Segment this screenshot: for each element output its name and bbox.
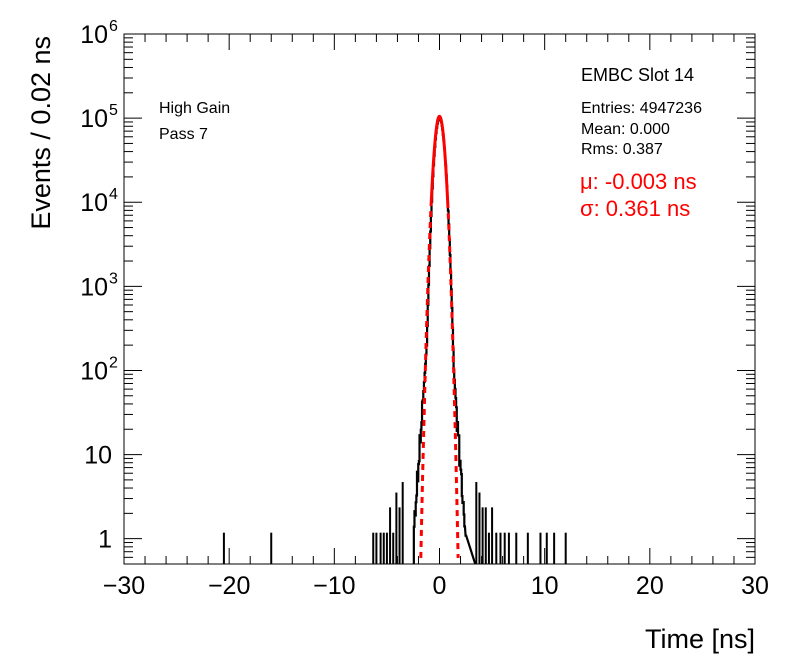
x-tick-label: −20 [208, 572, 250, 600]
histogram-bin [515, 532, 518, 564]
histogram-bin [475, 482, 478, 564]
histogram-bin [545, 532, 548, 564]
histogram-bin [484, 507, 487, 564]
y-tick-base: 10 [84, 442, 112, 470]
y-tick-base: 10 [80, 189, 108, 217]
x-tick-label: −10 [313, 572, 355, 600]
y-tick-label: 10 5 [80, 102, 118, 133]
fit-mu-label: μ: -0.003 ns [580, 169, 697, 194]
y-tick-exponent: 4 [109, 186, 118, 203]
stats-rms: Rms: 0.387 [581, 141, 663, 158]
y-tick-exponent: 5 [109, 102, 118, 119]
histogram-bin [385, 532, 388, 564]
x-axis-label: Time [ns] [645, 624, 755, 654]
stats-mean: Mean: 0.000 [581, 121, 670, 138]
y-tick-exponent: 3 [109, 270, 118, 287]
histogram-bin [398, 507, 401, 564]
x-tick-label: 30 [741, 572, 769, 600]
histogram-bin [392, 532, 395, 564]
annotation-pass: Pass 7 [159, 126, 208, 143]
x-tick-label: 10 [531, 572, 559, 600]
histogram-bin [222, 532, 225, 564]
histogram-bin [507, 532, 510, 564]
histogram-bin [379, 532, 382, 564]
y-tick-exponent: 2 [109, 354, 118, 371]
axis-ticks [123, 33, 756, 565]
histogram-bin [526, 532, 529, 564]
fit-sigma-label: σ: 0.361 ns [580, 196, 690, 221]
histogram-bin [270, 532, 273, 564]
histogram-bin [539, 532, 542, 564]
histogram-bin [487, 532, 490, 564]
histogram-bin [382, 532, 385, 564]
histogram-bin [495, 532, 498, 564]
histogram-outlier-bins [222, 482, 567, 564]
y-tick-label: 10 [84, 442, 112, 470]
histogram-bin [372, 532, 375, 564]
y-axis-label: Events / 0.02 ns [26, 36, 56, 230]
histogram-bin [503, 532, 506, 564]
y-tick-exponent: 6 [109, 18, 118, 35]
x-tick-label: 0 [433, 572, 447, 600]
y-tick-base: 10 [80, 105, 108, 133]
histogram-bin [553, 532, 556, 564]
gaussian-fit-dashed-left [419, 202, 433, 558]
y-tick-label: 10 3 [80, 270, 118, 301]
y-tick-base: 10 [80, 357, 108, 385]
y-tick-base: 10 [80, 273, 108, 301]
x-tick-label: 20 [636, 572, 664, 600]
histogram-bin [564, 532, 567, 564]
histogram-bin [395, 492, 398, 564]
histogram-bin [481, 507, 484, 564]
histogram-bin [401, 482, 404, 564]
stats-title: EMBC Slot 14 [581, 65, 694, 85]
y-tick-base: 1 [98, 526, 112, 554]
annotation-high-gain: High Gain [159, 100, 230, 117]
y-tick-base: 10 [80, 21, 108, 49]
x-tick-labels: −30 −20 −10 0 10 20 30 [103, 572, 769, 600]
stats-entries: Entries: 4947236 [581, 100, 702, 117]
histogram-bin [389, 507, 392, 564]
gaussian-fit-dashed-right [446, 202, 460, 558]
gaussian-fit-line [429, 114, 450, 203]
y-tick-label: 10 2 [80, 354, 118, 385]
y-tick-label: 10 4 [80, 186, 118, 217]
x-tick-label: −30 [103, 572, 145, 600]
histogram-bin [491, 507, 494, 564]
y-tick-label: 1 [98, 526, 112, 554]
histogram-bin [478, 492, 481, 564]
histogram-bin [375, 532, 378, 564]
histogram-bin [499, 532, 502, 564]
y-tick-label: 10 6 [80, 18, 118, 49]
